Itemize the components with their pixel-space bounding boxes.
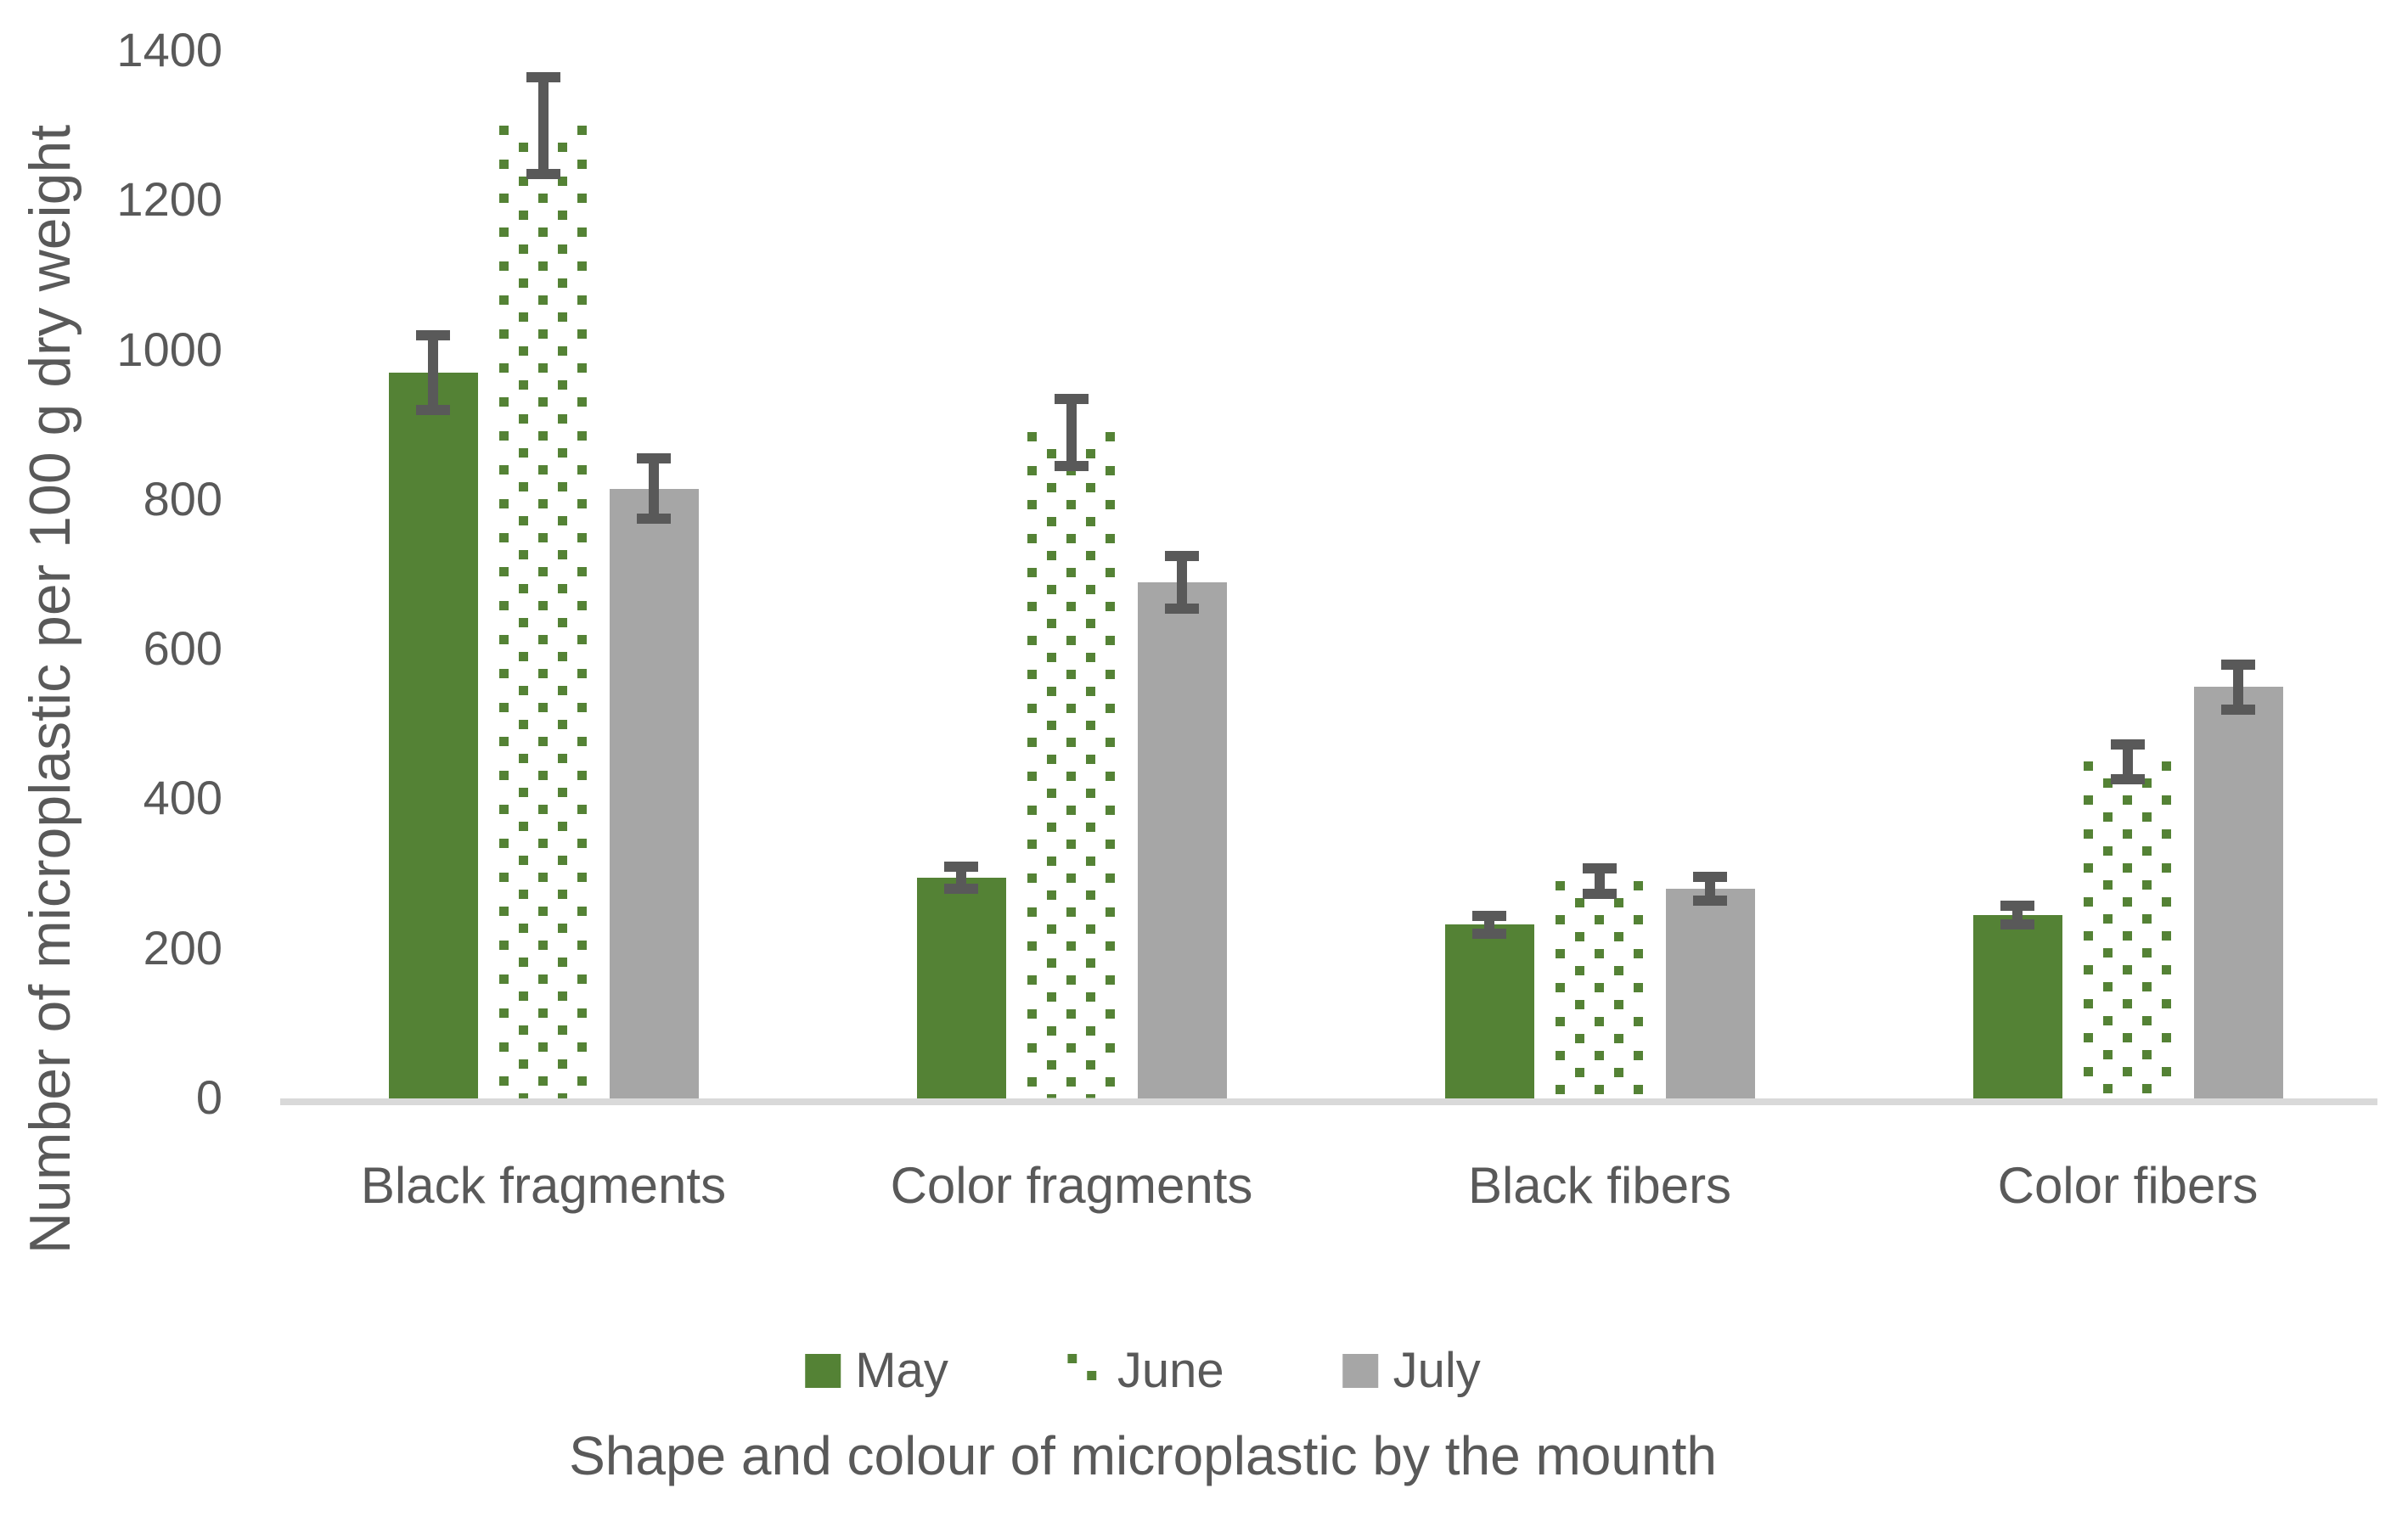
error-bar-cap — [1693, 896, 1727, 907]
y-tick-label: 1400 — [116, 23, 222, 77]
x-axis-line — [280, 1098, 2377, 1105]
error-bar-cap — [1472, 929, 1506, 940]
y-tick-label: 800 — [143, 471, 222, 525]
error-bar-line — [428, 334, 438, 410]
legend-item-may: May — [805, 1342, 948, 1399]
error-bar-line — [1177, 555, 1187, 609]
category-label-black-fibers: Black fibers — [1467, 1157, 1732, 1214]
y-tick-label: 1000 — [116, 322, 222, 376]
y-tick-label: 0 — [195, 1070, 222, 1125]
dot-pattern-fill — [1066, 1353, 1103, 1388]
dot-pattern-fill — [1555, 881, 1645, 1098]
error-bar-cap — [1165, 603, 1199, 614]
error-bar-cap — [1693, 872, 1727, 883]
category-label-color-fibers: Color fibers — [1997, 1157, 2259, 1214]
dot-pattern-fill — [1027, 432, 1117, 1098]
legend: May June July — [805, 1342, 1481, 1399]
error-bar-cap — [637, 453, 671, 464]
bar-may-black-fibers — [1444, 924, 1534, 1098]
error-bar-line — [956, 866, 966, 890]
error-bar-cap — [526, 71, 560, 82]
legend-swatch-june — [1066, 1353, 1103, 1388]
error-bar-cap — [416, 329, 450, 340]
legend-item-label: June — [1117, 1343, 1224, 1398]
error-bar-cap — [1583, 863, 1617, 874]
error-bar-cap — [637, 513, 671, 524]
error-bar-cap — [2111, 739, 2145, 750]
error-bar-cap — [944, 861, 978, 872]
bar-june-color-fragments — [1027, 432, 1117, 1098]
bar-july-color-fibers — [2193, 687, 2283, 1098]
error-bar-line — [1705, 877, 1715, 901]
dot-pattern-fill — [498, 126, 588, 1098]
bar-may-color-fragments — [916, 877, 1006, 1098]
legend-swatch-july — [1342, 1353, 1379, 1388]
category-label-black-fragments: Black fragments — [360, 1157, 727, 1214]
error-bar-cap — [2000, 919, 2034, 930]
error-bar-cap — [944, 884, 978, 895]
error-bar-line — [1066, 398, 1077, 467]
bar-june-color-fibers — [2083, 761, 2173, 1098]
error-bar-cap — [1055, 461, 1089, 472]
bar-may-black-fragments — [388, 372, 478, 1098]
error-bar-cap — [2111, 773, 2145, 784]
error-bar-cap — [1055, 393, 1089, 404]
bar-june-black-fragments — [498, 126, 588, 1098]
error-bar-cap — [416, 405, 450, 416]
bar-june-black-fibers — [1555, 881, 1645, 1098]
category-label-color-fragments: Color fragments — [890, 1157, 1253, 1214]
error-bar-cap — [2221, 704, 2255, 715]
error-bar-line — [2233, 664, 2243, 710]
y-tick-label: 600 — [143, 621, 222, 676]
legend-item-july: July — [1342, 1342, 1481, 1399]
legend-item-label: May — [855, 1343, 948, 1398]
legend-item-label: July — [1392, 1343, 1481, 1398]
dot-pattern-fill — [2083, 761, 2173, 1098]
x-axis-title: Shape and colour of microplastic by the … — [569, 1425, 1717, 1486]
y-tick-label: 400 — [143, 771, 222, 825]
legend-item-june: June — [1066, 1342, 1224, 1399]
legend-swatch-may — [805, 1353, 841, 1388]
error-bar-cap — [526, 169, 560, 180]
error-bar-cap — [1583, 889, 1617, 900]
y-tick-label: 200 — [143, 920, 222, 974]
y-tick-label: 1200 — [116, 172, 222, 227]
error-bar-line — [538, 76, 549, 175]
error-bar-line — [2123, 744, 2133, 779]
bar-july-black-fragments — [609, 488, 699, 1098]
bar-may-color-fibers — [1972, 915, 2062, 1098]
error-bar-cap — [2221, 659, 2255, 670]
error-bar-cap — [1472, 910, 1506, 921]
error-bar-line — [1595, 868, 1605, 895]
bar-july-color-fragments — [1137, 581, 1227, 1098]
bar-july-black-fibers — [1665, 889, 1755, 1098]
error-bar-cap — [1165, 550, 1199, 561]
error-bar-cap — [2000, 900, 2034, 911]
error-bar-line — [649, 458, 659, 519]
